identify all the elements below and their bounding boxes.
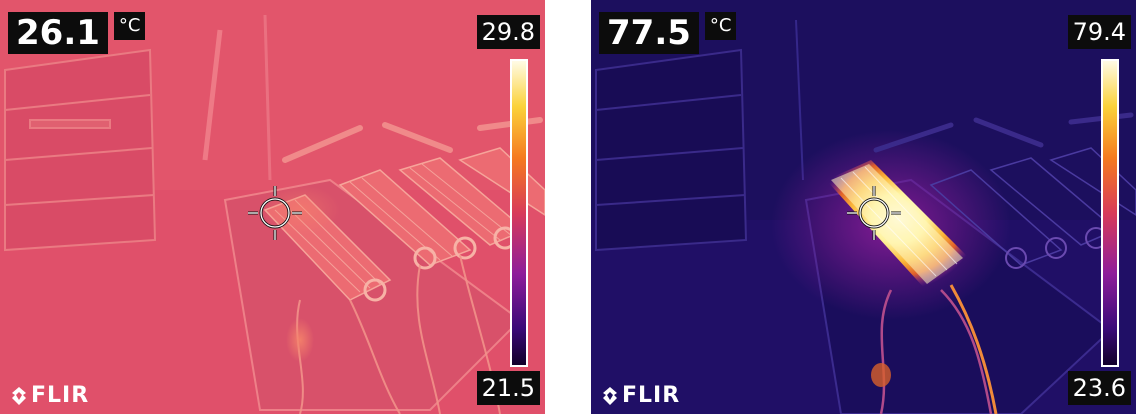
temperature-unit: °C — [113, 12, 146, 40]
flir-logo: FLIR — [601, 383, 680, 408]
scale-max-value: 29.8 — [476, 15, 540, 49]
flir-flame-icon — [12, 386, 26, 405]
temperature-scale: 29.8 21.5 — [476, 15, 540, 405]
thermal-scene-right — [591, 0, 1136, 414]
scale-min-value: 21.5 — [476, 371, 540, 405]
thermal-image-right: 77.5 °C 79.4 23.6 FLIR — [591, 0, 1136, 414]
thermal-scene-left — [0, 0, 545, 414]
spot-temperature-value: 26.1 — [8, 12, 108, 54]
temperature-unit: °C — [704, 12, 737, 40]
flir-logo-text: FLIR — [31, 383, 90, 408]
scale-min-value: 23.6 — [1067, 371, 1131, 405]
scale-max-value: 79.4 — [1067, 15, 1131, 49]
spot-temperature-readout: 26.1 °C — [8, 12, 146, 54]
spot-temperature-readout: 77.5 °C — [599, 12, 737, 54]
flir-logo-text: FLIR — [622, 383, 681, 408]
spot-temperature-value: 77.5 — [599, 12, 699, 54]
temperature-scale: 79.4 23.6 — [1067, 15, 1131, 405]
color-scale-bar — [1101, 59, 1119, 367]
thermal-image-left: 26.1 °C 29.8 21.5 FLIR — [0, 0, 545, 414]
color-scale-bar — [510, 59, 528, 367]
flir-logo: FLIR — [10, 383, 89, 408]
flir-flame-icon — [603, 386, 617, 405]
